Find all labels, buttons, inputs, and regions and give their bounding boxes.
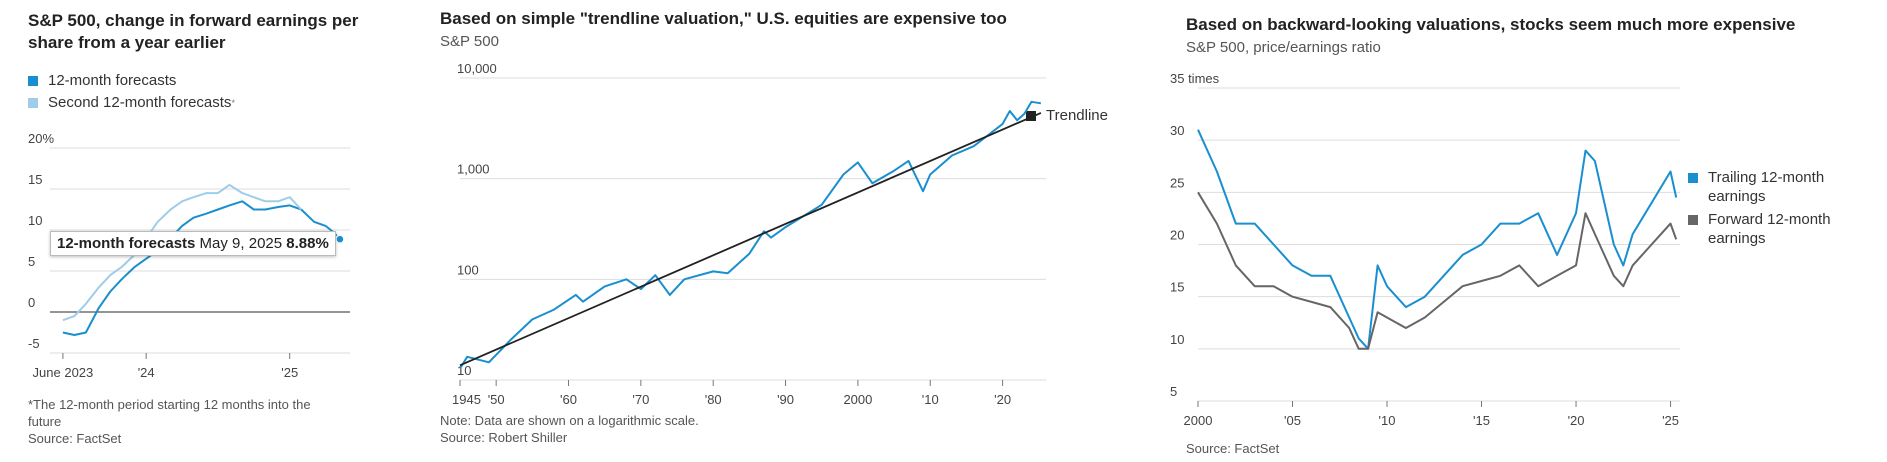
x-tick-label-2: '10 bbox=[1379, 413, 1396, 428]
y-tick-label-4: 15 bbox=[1170, 280, 1184, 295]
legend-swatch-second bbox=[28, 97, 38, 108]
chart1-legend-item-forecasts: 12-month forecasts bbox=[28, 72, 176, 89]
legend-footnote-mark: * bbox=[231, 97, 235, 108]
x-tick-label-8: '20 bbox=[994, 392, 1011, 407]
legend-swatch-12-month bbox=[28, 75, 38, 86]
chart1-tooltip: 12-month forecasts May 9, 2025 8.88% bbox=[50, 231, 336, 256]
chart3-title: Based on backward-looking valuations, st… bbox=[1186, 15, 1796, 34]
footnote-line1: *The 12-month period starting 12 months … bbox=[28, 397, 311, 412]
chart3-source: Source: FactSet bbox=[1186, 441, 1280, 456]
tooltip-series: 12-month forecasts bbox=[57, 235, 196, 252]
legend-label-forward: Forward 12-month earnings bbox=[1708, 210, 1831, 248]
series-line-trailing-12-month-earnings bbox=[1197, 129, 1678, 350]
y-tick-label-4: 0 bbox=[28, 295, 35, 310]
series-line-12-month-forecasts bbox=[62, 200, 341, 336]
tooltip-value: 8.88% bbox=[286, 235, 329, 252]
chart1-title-line2: share from a year earlier bbox=[28, 33, 226, 52]
chart2-source: Source: Robert Shiller bbox=[440, 430, 568, 445]
chart1-panel: S&P 500, change in forward earnings per … bbox=[0, 0, 440, 462]
chart1-source: Source: FactSet bbox=[28, 431, 122, 446]
series-line-trendline bbox=[459, 112, 1042, 367]
chart1-title-line1: S&P 500, change in forward earnings per bbox=[28, 11, 359, 30]
legend-swatch-trendline bbox=[1026, 110, 1036, 121]
x-tick-label-0: 2000 bbox=[1184, 413, 1213, 428]
y-tick-label-0: 35 times bbox=[1170, 71, 1220, 86]
series-line-s-p-500 bbox=[459, 100, 1042, 370]
legend-label-12-month: 12-month forecasts bbox=[48, 72, 177, 89]
x-tick-label-7: '10 bbox=[922, 392, 939, 407]
y-tick-label-2: 10 bbox=[28, 213, 42, 228]
footnote-line2: future bbox=[28, 414, 62, 429]
chart2-footnote: Note: Data are shown on a logarithmic sc… bbox=[440, 412, 699, 446]
x-tick-label-1: '24 bbox=[138, 365, 155, 380]
chart1-footnote: *The 12-month period starting 12 months … bbox=[28, 396, 311, 447]
y-tick-label-2: 25 bbox=[1170, 175, 1184, 190]
x-tick-label-2: '25 bbox=[281, 365, 298, 380]
x-tick-label-6: 2000 bbox=[843, 392, 872, 407]
chart1-title: S&P 500, change in forward earnings per … bbox=[28, 10, 358, 54]
legend-trailing-line2: earnings bbox=[1708, 188, 1766, 205]
tooltip-date: May 9, 2025 bbox=[199, 235, 283, 252]
legend-label-trailing: Trailing 12-month earnings bbox=[1708, 168, 1824, 206]
chart2-subtitle: S&P 500 bbox=[440, 33, 499, 50]
x-tick-label-2: '60 bbox=[560, 392, 577, 407]
y-tick-label-3: 5 bbox=[28, 254, 35, 269]
legend-label-trendline: Trendline bbox=[1046, 107, 1108, 124]
legend-swatch-trailing bbox=[1688, 173, 1698, 183]
x-tick-label-0: June 2023 bbox=[33, 365, 94, 380]
x-tick-label-5: '90 bbox=[777, 392, 794, 407]
x-tick-label-5: '25 bbox=[1662, 413, 1679, 428]
y-tick-label-0: 10,000 bbox=[457, 61, 497, 76]
y-tick-label-5: 10 bbox=[1170, 332, 1184, 347]
chart3-plot: 35 times 30 25 20 15 10 5 2000 '05 '10 '15 '20 '25 bbox=[1170, 71, 1680, 428]
series-line-forward-12-month-earnings bbox=[1197, 191, 1678, 350]
chart2-title: Based on simple "trendline valuation," U… bbox=[440, 9, 1007, 28]
chart3-panel: Based on backward-looking valuations, st… bbox=[1150, 0, 1887, 462]
y-tick-label-1: 15 bbox=[28, 172, 42, 187]
y-tick-label-1: 1,000 bbox=[457, 162, 490, 177]
chart2-legend-trendline: Trendline bbox=[1026, 107, 1108, 124]
y-tick-label-5: -5 bbox=[28, 336, 40, 351]
x-tick-label-3: '15 bbox=[1473, 413, 1490, 428]
legend-swatch-forward bbox=[1688, 215, 1698, 225]
chart2-panel: Based on simple "trendline valuation," U… bbox=[440, 0, 1150, 462]
x-tick-label-1: '50 bbox=[488, 392, 505, 407]
x-tick-label-0: 1945 bbox=[452, 392, 481, 407]
chart1-latest-marker bbox=[335, 234, 345, 244]
legend-label-second: Second 12-month forecasts bbox=[48, 94, 232, 111]
y-tick-label-2: 100 bbox=[457, 262, 479, 277]
x-tick-label-1: '05 bbox=[1284, 413, 1301, 428]
x-tick-label-4: '80 bbox=[705, 392, 722, 407]
y-tick-label-0: 20% bbox=[28, 131, 54, 146]
y-tick-label-3: 20 bbox=[1170, 228, 1184, 243]
chart2-plot: 10,000 1,000 100 10 1945 '50 '60 '70 '80 '90 2000 '… bbox=[452, 61, 1046, 407]
y-tick-label-6: 5 bbox=[1170, 384, 1177, 399]
y-tick-label-3: 10 bbox=[457, 363, 471, 378]
y-tick-label-1: 30 bbox=[1170, 123, 1184, 138]
chart1-plot: 20% 15 10 5 0 -5 June 2023 '24 '25 bbox=[28, 131, 350, 380]
legend-forward-line2: earnings bbox=[1708, 230, 1766, 247]
chart2-note: Note: Data are shown on a logarithmic sc… bbox=[440, 413, 699, 428]
x-tick-label-4: '20 bbox=[1568, 413, 1585, 428]
chart1-legend-item-second: Second 12-month forecasts * bbox=[28, 94, 235, 111]
chart3-legend-trailing: Trailing 12-month earnings bbox=[1688, 168, 1824, 206]
chart3-subtitle: S&P 500, price/earnings ratio bbox=[1186, 39, 1381, 56]
chart3-legend-forward: Forward 12-month earnings bbox=[1688, 210, 1831, 248]
x-tick-label-3: '70 bbox=[632, 392, 649, 407]
legend-forward-line1: Forward 12-month bbox=[1708, 211, 1831, 228]
legend-trailing-line1: Trailing 12-month bbox=[1708, 169, 1825, 186]
